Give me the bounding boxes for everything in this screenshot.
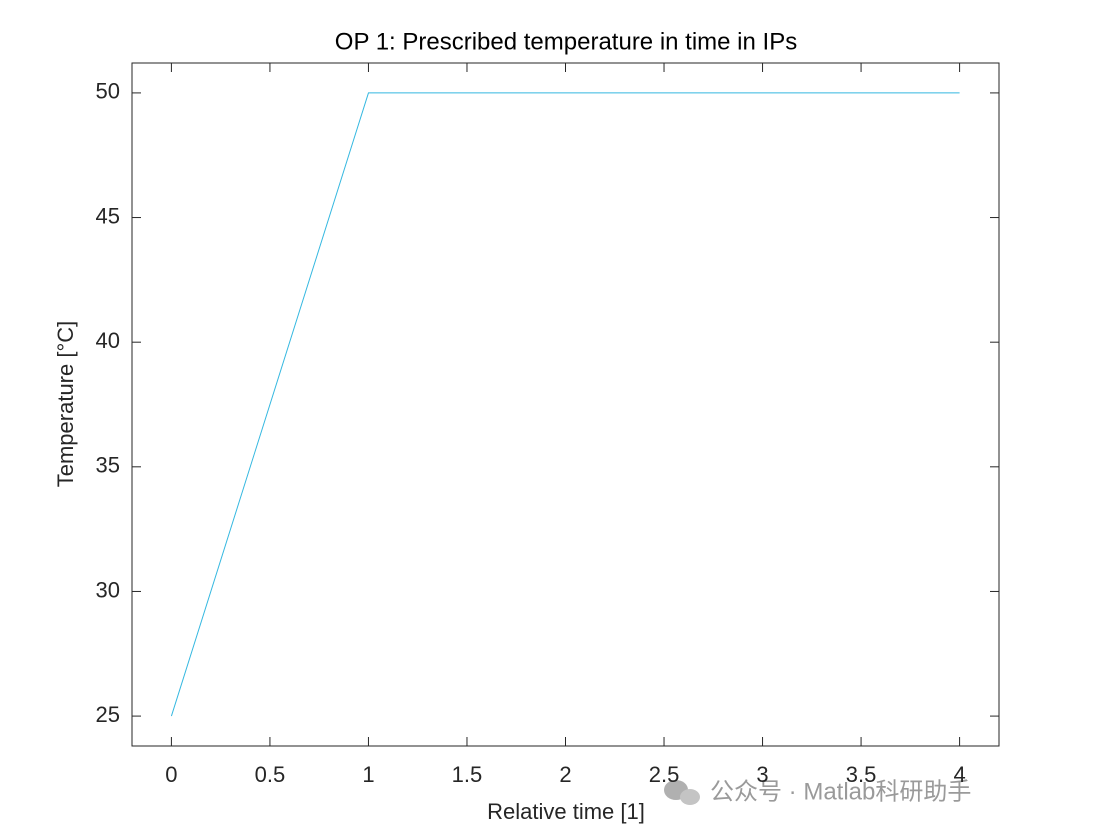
- y-tick-label: 45: [96, 203, 120, 228]
- y-tick-label: 50: [96, 79, 120, 104]
- y-tick-label: 35: [96, 453, 120, 478]
- y-tick-label: 25: [96, 702, 120, 727]
- data-line: [170, 92, 960, 717]
- y-tick-label: 40: [96, 328, 120, 353]
- x-tick-label: 0.5: [255, 762, 286, 787]
- x-tick-label: 4: [953, 762, 965, 787]
- x-tick-label: 1.5: [452, 762, 483, 787]
- x-axis-label: Relative time [1]: [487, 799, 645, 824]
- x-tick-label: 2: [559, 762, 571, 787]
- chart-title: OP 1: Prescribed temperature in time in …: [335, 28, 797, 55]
- x-tick-label: 1: [362, 762, 374, 787]
- x-tick-label: 3: [756, 762, 768, 787]
- y-axis-label: Temperature [°C]: [53, 321, 78, 488]
- watermark: 公众号 · Matlab科研助手: [710, 778, 971, 805]
- y-tick-label: 30: [96, 577, 120, 602]
- x-tick-label: 3.5: [846, 762, 877, 787]
- watermark-icon: [664, 780, 700, 805]
- x-tick-label: 2.5: [649, 762, 680, 787]
- x-tick-label: 0: [165, 762, 177, 787]
